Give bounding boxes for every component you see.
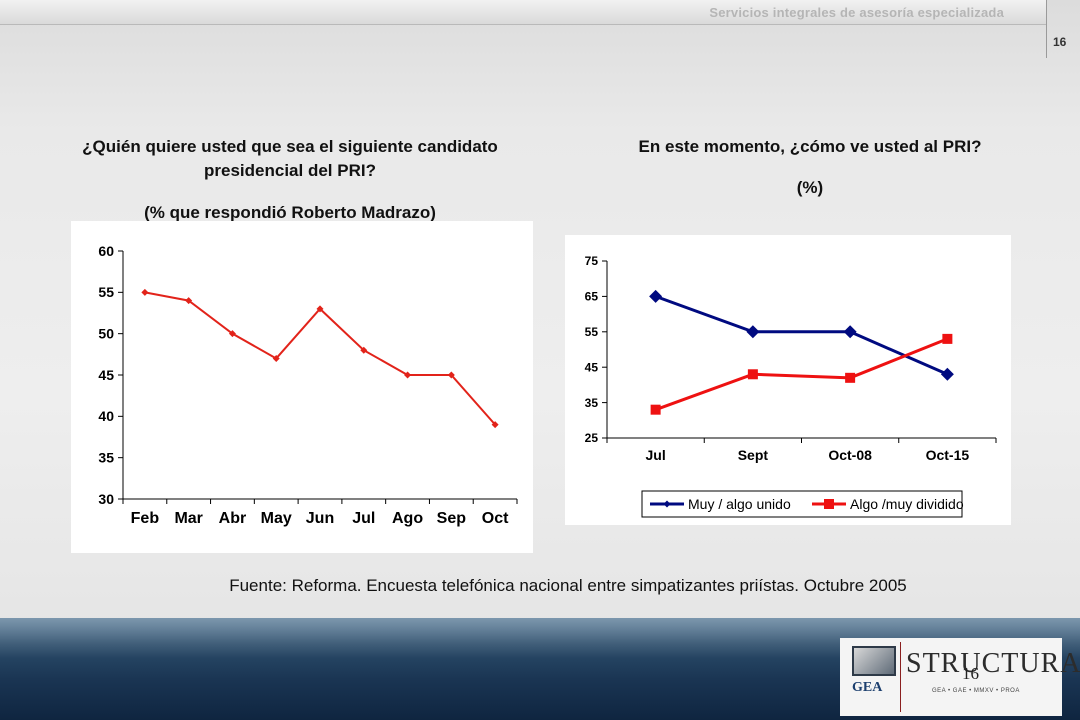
data-point-1 (272, 354, 280, 362)
logo-panel: GEA STRUCTURA GEA • GAE • MMXV • PROA (840, 638, 1080, 716)
y-tick-label: 60 (98, 243, 114, 259)
series-line-2 (655, 337, 948, 412)
data-point-1 (185, 297, 193, 305)
data-point-1 (843, 325, 857, 339)
page-number: 16 (1053, 35, 1067, 49)
legend-label-1: Muy / algo unido (688, 496, 791, 512)
data-point-2 (747, 369, 758, 380)
org-name: Servicios integrales de asesoría especia… (709, 5, 1004, 20)
data-point-1 (316, 305, 324, 313)
data-point-2 (845, 372, 856, 383)
x-tick-label: Oct (482, 510, 509, 527)
data-point-1 (141, 288, 149, 296)
data-point-1 (360, 346, 368, 354)
x-tick-label: Ago (392, 510, 423, 527)
legend-label-2: Algo /muy dividido (850, 496, 964, 512)
data-point-2 (650, 404, 661, 415)
x-tick-label: Sep (437, 510, 467, 527)
madrazo-line-chart-svg: 30 35 40 45 50 55 60 Feb Mar Abr May Jun Jul Ago Sep Oc… (98, 243, 518, 527)
data-point-1 (491, 421, 499, 429)
source-note: Fuente: Reforma. Encuesta telefónica nac… (229, 576, 907, 595)
y-tick-label: 50 (98, 326, 114, 342)
footer-band: GEA STRUCTURA GEA • GAE • MMXV • PROA (0, 618, 1080, 720)
x-tick-label: Abr (219, 510, 247, 527)
right-chart-title: En este momento, ¿cómo ve usted al PRI? (638, 137, 982, 156)
gea-logo-icon (852, 646, 896, 676)
data-point-1 (404, 371, 412, 379)
data-point-1 (746, 325, 760, 339)
structura-logo-subtext: GEA • GAE • MMXV • PROA (932, 688, 1020, 694)
header-bar: Servicios integrales de asesoría especia… (0, 0, 1046, 25)
y-tick-label: 35 (98, 450, 114, 466)
x-tick-label: Jul (646, 447, 666, 463)
header-divider (1046, 0, 1047, 58)
data-point-1 (649, 289, 663, 303)
pri-unity-line-chart-svg: 25 35 45 55 65 75 Jul Sept Oct-08 Oct-15 Muy / alg… (585, 254, 997, 518)
left-chart-subtitle: (% que respondió Roberto Madrazo) (144, 203, 436, 222)
series-line-1 (655, 294, 948, 376)
y-tick-label: 55 (98, 284, 114, 300)
data-point-2 (942, 333, 953, 344)
x-tick-label: Oct-08 (828, 447, 872, 463)
data-point-1 (228, 330, 236, 338)
pri-unity-line-chart: 25 35 45 55 65 75 Jul Sept Oct-08 Oct-15 Muy / alg… (565, 235, 1011, 525)
legend-marker-2 (824, 499, 834, 509)
logo-divider (900, 642, 901, 712)
x-tick-label: May (261, 510, 292, 527)
left-chart-title: ¿Quién quiere usted que sea el siguiente… (82, 137, 498, 180)
legend-box (641, 490, 963, 518)
x-tick-label: Oct-15 (926, 447, 970, 463)
footer-page-number: 16 (962, 664, 979, 683)
y-tick-label: 75 (585, 254, 599, 268)
y-tick-label: 40 (98, 408, 114, 424)
x-tick-label: Sept (738, 447, 769, 463)
right-chart-subtitle: (%) (796, 178, 824, 197)
x-tick-label: Jun (306, 510, 334, 527)
legend-marker-1 (663, 500, 671, 508)
gea-logo-text: GEA (852, 680, 883, 695)
y-tick-label: 65 (585, 290, 599, 304)
y-tick-label: 25 (585, 431, 599, 445)
x-tick-label: Mar (174, 510, 202, 527)
y-tick-label: 35 (585, 396, 599, 410)
madrazo-line-chart: 30 35 40 45 50 55 60 Feb Mar Abr May Jun Jul Ago Sep Oc… (71, 221, 533, 553)
structura-logo-text: STRUCTURA (906, 648, 1080, 679)
data-point-1 (447, 371, 455, 379)
y-tick-label: 45 (98, 367, 114, 383)
data-point-1 (940, 367, 954, 381)
x-tick-label: Jul (352, 510, 375, 527)
y-tick-label: 55 (585, 325, 599, 339)
x-tick-label: Feb (131, 510, 160, 527)
y-tick-label: 30 (98, 491, 114, 507)
y-tick-label: 45 (585, 360, 599, 374)
